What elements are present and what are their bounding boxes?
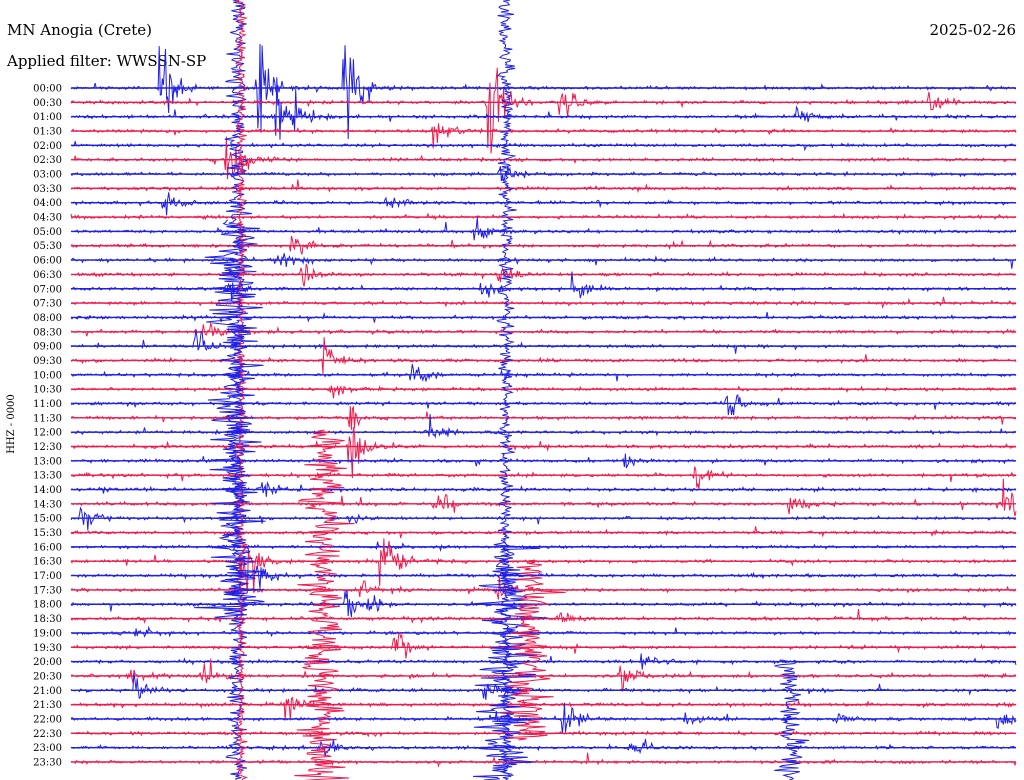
- seismic-trace-0600: [70, 253, 1017, 269]
- date-label: 2025-02-26: [929, 21, 1016, 39]
- trace-label: 16:30: [33, 557, 62, 568]
- trace-label: 17:30: [33, 585, 62, 596]
- seismic-trace-0830: [70, 321, 1017, 337]
- trace-label: 07:30: [33, 299, 62, 310]
- trace-label: 22:30: [33, 729, 62, 740]
- trace-label: 10:00: [33, 370, 62, 381]
- seismic-trace-0500: [70, 217, 1017, 241]
- seismic-trace-2130: [70, 696, 1017, 721]
- trace-label: 06:00: [33, 256, 62, 267]
- trace-label: 09:30: [33, 356, 62, 367]
- trace-label: 01:00: [33, 112, 62, 123]
- trace-label: 04:00: [33, 198, 62, 209]
- trace-label: 00:00: [33, 84, 62, 95]
- trace-label: 15:00: [33, 514, 62, 525]
- trace-label: 18:30: [33, 614, 62, 625]
- seismic-trace-1430: [70, 478, 1017, 517]
- large-event-5: [774, 659, 810, 780]
- trace-label: 19:00: [33, 628, 62, 639]
- trace-label: 02:30: [33, 155, 62, 166]
- trace-label: 05:30: [33, 241, 62, 252]
- trace-label: 08:00: [33, 313, 62, 324]
- trace-label-group: 00:00 00:30 01:00 01:30 02:00 02:30 03:00 03:30…: [33, 84, 62, 769]
- trace-label: 02:00: [33, 141, 62, 152]
- trace-label: 00:30: [33, 98, 62, 109]
- trace-label: 04:30: [33, 213, 62, 224]
- seismic-trace-0330: [70, 179, 1017, 194]
- trace-label: 20:00: [33, 657, 62, 668]
- trace-group: [70, 43, 1017, 768]
- trace-label: 23:30: [33, 757, 62, 768]
- trace-label: 10:30: [33, 385, 62, 396]
- trace-label: 20:30: [33, 671, 62, 682]
- seismic-trace-2030: [70, 658, 1017, 691]
- seismic-trace-0700: [70, 271, 1017, 302]
- seismic-trace-0000: [70, 43, 1017, 140]
- trace-label: 21:30: [33, 700, 62, 711]
- seismic-trace-2330: [70, 752, 1017, 768]
- seismic-trace-1000: [70, 364, 1017, 383]
- seismic-trace-1730: [70, 576, 1017, 600]
- trace-label: 21:00: [33, 686, 62, 697]
- trace-label: 12:00: [33, 428, 62, 439]
- seismic-trace-1030: [70, 385, 1017, 399]
- seismic-trace-1930: [70, 631, 1017, 659]
- trace-label: 03:00: [33, 170, 62, 181]
- trace-label: 07:00: [33, 284, 62, 295]
- trace-label: 13:30: [33, 471, 62, 482]
- seismic-trace-1230: [70, 427, 1017, 479]
- trace-label: 09:00: [33, 342, 62, 353]
- seismic-trace-0130: [70, 123, 1017, 149]
- trace-label: 06:30: [33, 270, 62, 281]
- filter-label: Applied filter: WWSSN-SP: [7, 52, 207, 70]
- large-event-1-coda: [194, 219, 266, 620]
- trace-label: 01:30: [33, 127, 62, 138]
- seismic-trace-0400: [70, 192, 1017, 216]
- trace-label: 05:00: [33, 227, 62, 238]
- seismic-trace-1900: [70, 625, 1017, 638]
- trace-label: 13:00: [33, 456, 62, 467]
- station-title: MN Anogia (Crete): [7, 21, 153, 39]
- trace-label: 08:30: [33, 327, 62, 338]
- trace-label: 15:30: [33, 528, 62, 539]
- large-event-group: [194, 0, 810, 780]
- trace-label: 14:30: [33, 499, 62, 510]
- trace-label: 22:00: [33, 714, 62, 725]
- trace-label: 19:30: [33, 643, 62, 654]
- large-event-4: [500, 559, 566, 741]
- large-event-2-coda: [472, 539, 548, 780]
- trace-label: 12:30: [33, 442, 62, 453]
- trace-label: 18:00: [33, 600, 62, 611]
- seismic-trace-1700: [70, 565, 1017, 590]
- trace-label: 03:30: [33, 184, 62, 195]
- trace-label: 16:00: [33, 542, 62, 553]
- seismic-trace-0030: [70, 67, 1017, 154]
- seismic-trace-1500: [70, 506, 1017, 531]
- seismic-trace-1830: [70, 608, 1017, 624]
- trace-label: 17:00: [33, 571, 62, 582]
- trace-label: 23:00: [33, 743, 62, 754]
- seismic-trace-0730: [70, 296, 1017, 309]
- trace-label: 14:00: [33, 485, 62, 496]
- seismic-trace-1600: [70, 541, 1017, 552]
- trace-label: 11:00: [33, 399, 62, 410]
- seismic-trace-1100: [70, 393, 1017, 416]
- large-event-3: [294, 429, 355, 780]
- trace-label: 11:30: [33, 413, 62, 424]
